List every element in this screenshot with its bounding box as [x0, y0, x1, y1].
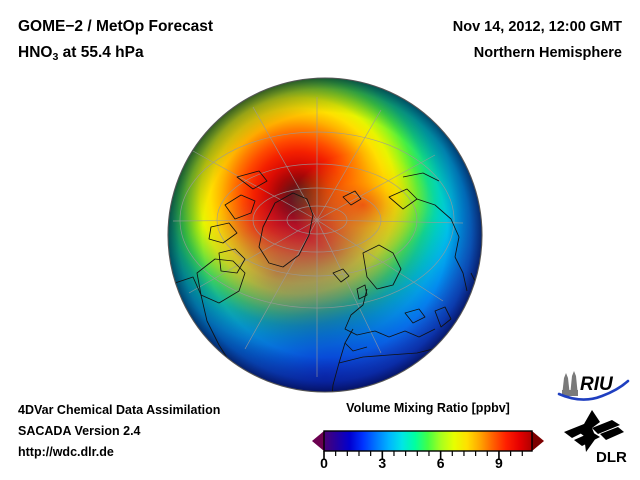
limb-shading	[168, 78, 482, 392]
footer-line-url[interactable]: http://wdc.dlr.de	[18, 445, 114, 459]
hemisphere-label: Northern Hemisphere	[473, 45, 622, 61]
colorbar-tick-label: 9	[495, 455, 503, 468]
species-level-label: at 55.4 hPa	[58, 44, 144, 61]
colorbar-svg: 0 3 6 9	[312, 430, 544, 468]
title-species-line: HNO3 at 55.4 hPa	[18, 40, 213, 70]
riu-logo: RIU	[556, 368, 630, 402]
graticule	[172, 97, 464, 377]
colorbar: Volume Mixing Ratio [ppbv] 0 3 6 9	[312, 400, 544, 468]
colorbar-tick-label: 0	[320, 455, 328, 468]
forecast-datetime: Nov 14, 2012, 12:00 GMT	[452, 19, 622, 35]
header-meta: Nov 14, 2012, 12:00 GMT Northern Hemisph…	[453, 14, 622, 66]
globe-svg	[167, 77, 483, 393]
cathedral-spires-icon	[562, 371, 578, 396]
colorbar-tick-labels: 0 3 6 9	[320, 455, 503, 468]
colorbar-ticks	[323, 451, 523, 460]
dlr-mark-icon	[564, 410, 624, 452]
footer-line-version: SACADA Version 2.4	[18, 424, 141, 438]
riu-wordmark: RIU	[580, 374, 614, 395]
page-title: GOME−2 / MetOp Forecast HNO3 at 55.4 hPa	[18, 14, 213, 70]
title-instrument-line: GOME−2 / MetOp Forecast	[18, 18, 214, 35]
species-subscript: 3	[52, 50, 59, 63]
colorbar-tick-label: 6	[437, 455, 445, 468]
dlr-wordmark: DLR	[596, 449, 627, 466]
footer: 4DVar Chemical Data Assimilation SACADA …	[18, 400, 220, 463]
riu-logo-svg: RIU	[557, 371, 630, 401]
colorbar-low-arrow	[312, 431, 324, 451]
species-label: HNO	[18, 44, 53, 61]
colorbar-high-arrow	[532, 431, 544, 451]
colorbar-tick-label: 3	[378, 455, 386, 468]
dlr-logo-svg: DLR	[564, 410, 627, 466]
riu-swoosh	[557, 379, 630, 401]
dlr-logo: DLR	[562, 408, 632, 466]
globe-map	[167, 77, 483, 393]
colorbar-title: Volume Mixing Ratio [ppbv]	[346, 401, 510, 415]
colorbar-gradient	[323, 430, 533, 452]
globe-outline	[167, 77, 483, 393]
footer-line-method: 4DVar Chemical Data Assimilation	[18, 403, 221, 417]
globe-field	[168, 78, 482, 392]
